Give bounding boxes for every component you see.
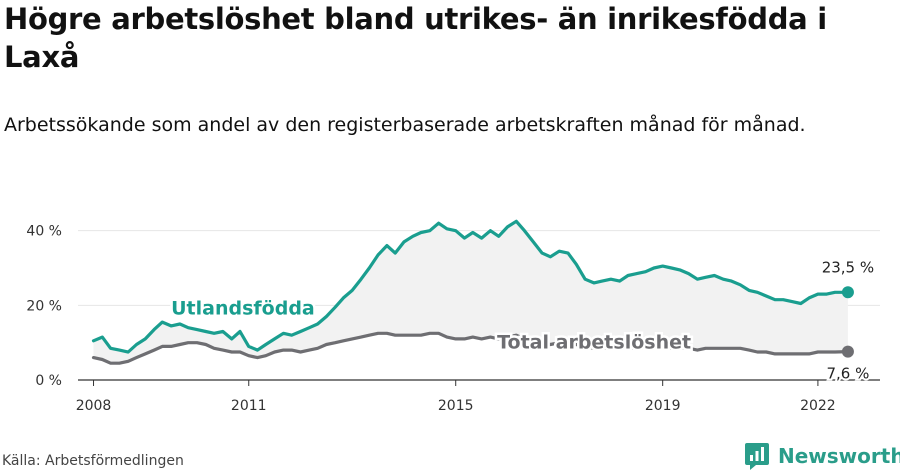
series-end-point-1	[841, 345, 854, 358]
x-tick-label: 2011	[231, 398, 267, 414]
y-tick-label: 40 %	[26, 224, 62, 240]
shaded-area	[93, 221, 848, 364]
y-tick-label: 0 %	[35, 373, 62, 389]
axes: 0 % 20 % 40 % 2008 2011 2015 2019 2022	[26, 224, 835, 414]
x-tick-label: 2019	[645, 398, 681, 414]
newsworthy-logo-icon	[745, 443, 769, 470]
series-end-label-0: 23,5 %	[822, 258, 874, 276]
chart-title: Högre arbetslöshet bland utrikes- än inr…	[4, 2, 827, 74]
source-note: Källa: Arbetsförmedlingen	[2, 453, 184, 469]
series-name-label-1: Total arbetslöshet	[497, 331, 691, 353]
series-line-0	[91, 219, 850, 354]
brand-logo: Newsworthy	[744, 440, 900, 472]
y-tick-label: 20 %	[26, 298, 62, 314]
x-tick-label: 2008	[76, 398, 112, 414]
series-line-1	[91, 331, 850, 365]
series-end-point-0	[841, 286, 854, 299]
chart-subtitle: Arbetssökande som andel av den registerb…	[4, 114, 806, 136]
brand-name: Newsworthy	[778, 444, 900, 468]
series-labels: 23,5 % 7,6 % Utlandsfödda Total arbetslöshe…	[169, 256, 876, 384]
series-name-label-0: Utlandsfödda	[171, 298, 315, 320]
series-lines	[91, 219, 854, 365]
x-tick-label: 2022	[800, 398, 836, 414]
x-tick-label: 2015	[438, 398, 474, 414]
series-end-label-1: 7,6 %	[826, 365, 869, 383]
